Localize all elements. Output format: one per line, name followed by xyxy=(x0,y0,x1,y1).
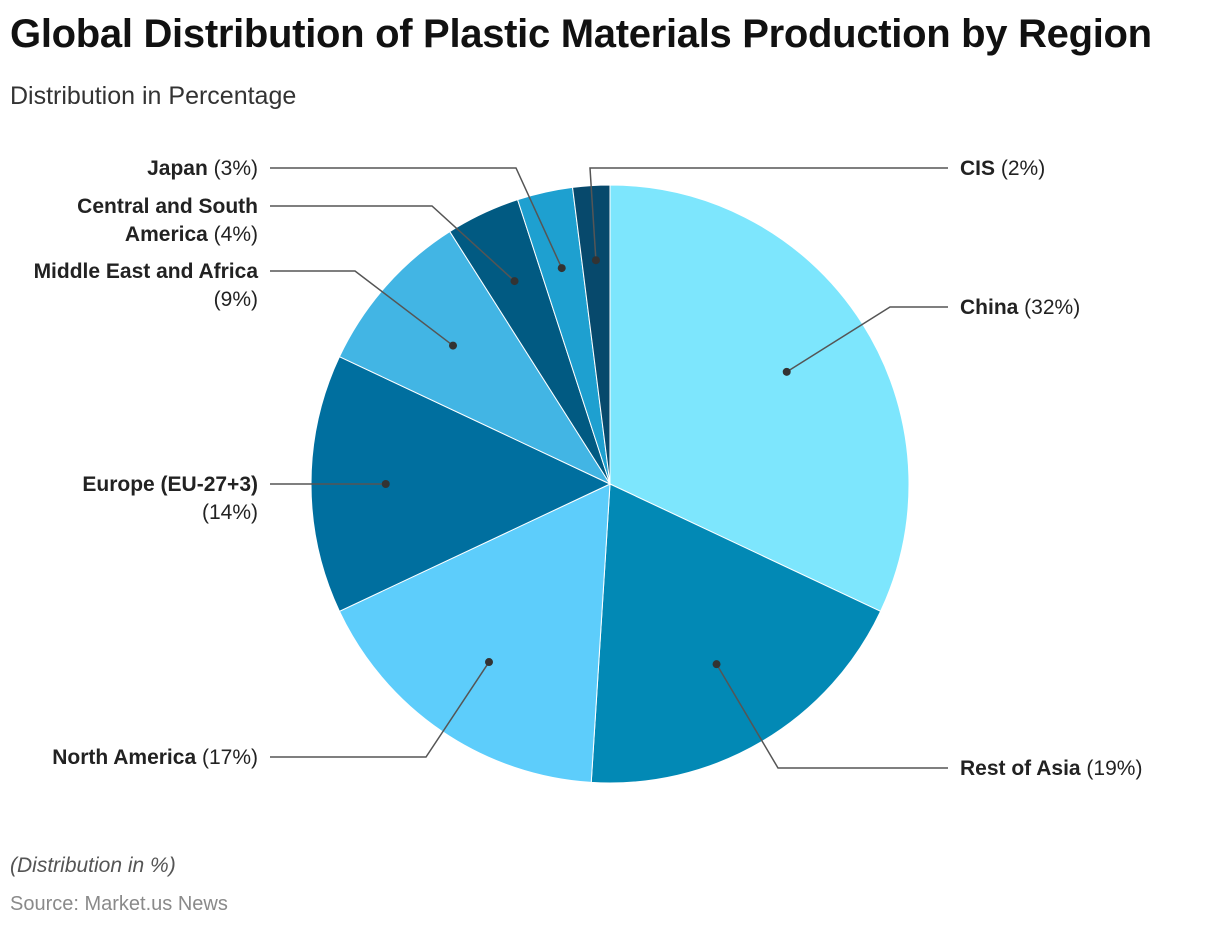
leader-dot-middle-east-and-africa xyxy=(449,341,458,350)
slice-label-middle-east-and-africa: Middle East and Africa (9%) xyxy=(34,260,259,311)
slice-label-north-america: North America (17%) xyxy=(52,746,258,769)
pie-slice-middle-east-and-africa xyxy=(338,230,612,486)
pie-leader-lines xyxy=(270,167,948,769)
leader-line-middle-east-and-africa xyxy=(270,270,454,347)
slice-label-cis: CIS (2%) xyxy=(960,157,1045,180)
leader-dot-rest-of-asia xyxy=(712,660,721,669)
leader-line-rest-of-asia xyxy=(715,663,948,769)
chart-source: Source: Market.us News xyxy=(10,893,228,915)
chart-footnote: (Distribution in %) xyxy=(10,854,176,877)
slice-label-rest-of-asia: Rest of Asia (19%) xyxy=(960,757,1142,780)
slice-label-japan: Japan (3%) xyxy=(147,157,258,180)
leader-line-china xyxy=(786,306,948,373)
slice-label-europe-eu-27-3: Europe (EU-27+3) (14%) xyxy=(82,473,258,524)
leader-line-north-america xyxy=(270,661,490,758)
leader-dot-china xyxy=(782,367,791,376)
leader-line-central-and-south-america xyxy=(270,205,516,282)
pie-labels: China (32%) Rest of Asia (19%) North Ameri… xyxy=(34,157,1143,780)
leader-dot-north-america xyxy=(484,658,493,667)
leader-line-japan xyxy=(270,167,563,269)
pie-slices xyxy=(310,184,910,784)
pie-slice-north-america xyxy=(338,483,611,783)
slice-label-china: China (32%) xyxy=(960,296,1080,319)
leader-dot-japan xyxy=(557,264,566,273)
leader-dot-central-and-south-america xyxy=(510,277,519,286)
chart-subtitle: Distribution in Percentage xyxy=(10,82,297,110)
leader-dot-cis xyxy=(591,256,600,265)
chart-title: Global Distribution of Plastic Materials… xyxy=(10,12,1152,56)
slice-label-central-and-south-america: Central and South America (4%) xyxy=(77,195,258,246)
leader-line-cis xyxy=(589,167,948,261)
leader-dot-europe-eu-27-3 xyxy=(381,480,390,488)
